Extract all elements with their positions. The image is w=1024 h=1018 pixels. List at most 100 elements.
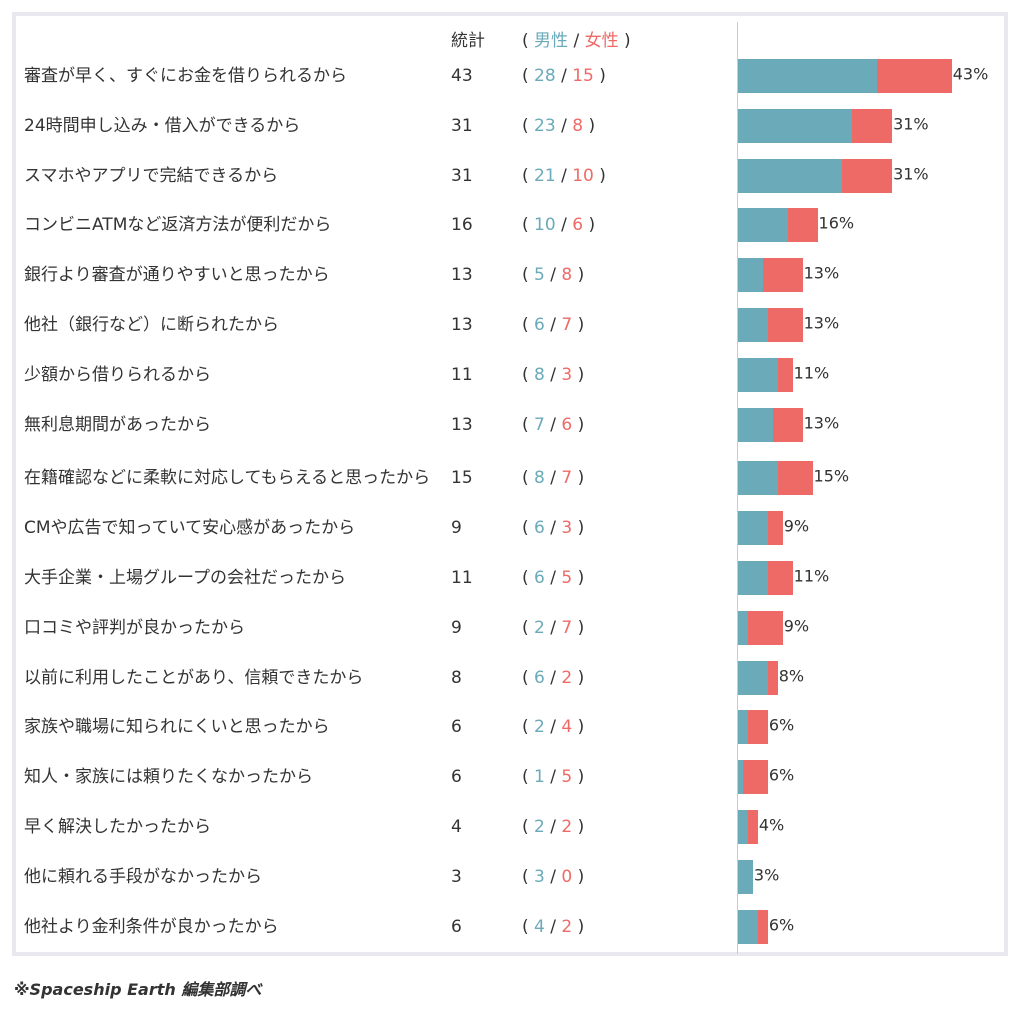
total-value: 31	[451, 115, 473, 136]
open-paren: (	[522, 265, 529, 286]
category-label: 他社（銀行など）に断られたから	[24, 315, 279, 335]
open-paren: (	[522, 518, 529, 539]
category-label: コンビニATMなど返済方法が便利だから	[24, 215, 332, 236]
category-label: 在籍確認などに柔軟に対応してもらえると思ったから	[24, 468, 431, 489]
female-value: 2	[561, 916, 573, 937]
male-value: 8	[534, 364, 545, 385]
chart-row: 銀行より審査が通りやすいと思ったから 13 ( 5 / 8 ) 13%	[0, 255, 1024, 295]
male-value: 1	[534, 767, 545, 788]
female-value: 0	[561, 866, 573, 887]
gender-split: ( 4 / 2 )	[522, 917, 584, 937]
slash: /	[544, 468, 562, 489]
female-value: 15	[572, 66, 594, 86]
male-bar	[738, 511, 768, 546]
category-label: 24時間申し込み・借入ができるから	[24, 115, 301, 136]
open-paren: (	[522, 667, 529, 688]
male-bar	[738, 660, 768, 695]
female-value: 5	[561, 767, 573, 788]
percent-label: 8%	[778, 666, 805, 686]
gender-split: ( 2 / 2 )	[522, 817, 584, 837]
gender-split: ( 2 / 4 )	[522, 717, 584, 737]
female-value: 3	[561, 518, 573, 539]
female-bar	[777, 461, 813, 496]
female-value: 10	[572, 165, 594, 186]
female-bar	[747, 810, 758, 844]
gender-split: ( 6 / 3 )	[522, 518, 584, 538]
male-bar	[738, 909, 758, 944]
gender-split: ( 7 / 6 )	[522, 415, 584, 435]
category-label: スマホやアプリで完結できるから	[24, 165, 279, 186]
female-value: 4	[561, 717, 573, 738]
female-value: 6	[572, 215, 584, 236]
total-value: 13	[451, 414, 473, 435]
slash: /	[544, 667, 562, 688]
chart-row: 他に頼れる手段がなかったから 3( 3 / 0 ) 3%	[0, 857, 1024, 897]
close-paren: )	[577, 916, 585, 937]
male-value: 3	[534, 866, 545, 887]
gender-split: ( 23 / 8 )	[522, 116, 595, 136]
open-paren: (	[522, 66, 529, 86]
category-label: 早く解決したかったから	[24, 817, 211, 837]
open-paren: (	[522, 115, 529, 136]
total-value: 31	[451, 165, 473, 186]
header-close-paren: )	[624, 31, 631, 51]
total-value: 9	[451, 518, 462, 539]
chart-row: CMや広告で知っていて安心感があったから 9 ( 6 / 3 ) 9%	[0, 508, 1024, 548]
slash: /	[544, 315, 562, 335]
female-value: 8	[572, 115, 584, 136]
female-bar	[772, 407, 803, 442]
gender-split: ( 28 / 15 )	[522, 66, 606, 86]
female-value: 2	[561, 667, 573, 688]
category-label: 他社より金利条件が良かったから	[24, 916, 279, 937]
close-paren: )	[577, 866, 585, 887]
male-value: 23	[534, 115, 556, 136]
total-value: 6	[451, 916, 462, 937]
category-label: 少額から借りられるから	[24, 364, 211, 385]
percent-label: 4%	[758, 815, 785, 835]
male-bar	[738, 158, 843, 193]
female-value: 7	[561, 617, 573, 638]
percent-label: 6%	[768, 915, 795, 935]
male-bar	[738, 461, 778, 496]
slash: /	[544, 866, 562, 887]
percent-label: 31%	[893, 114, 929, 134]
male-value: 2	[534, 717, 545, 738]
chart-row: 在籍確認などに柔軟に対応してもらえると思ったから 15 ( 8 / 7 ) 15%	[0, 458, 1024, 498]
category-label: 口コミや評判が良かったから	[24, 617, 245, 638]
open-paren: (	[522, 866, 529, 887]
total-value: 43	[451, 66, 473, 86]
male-bar	[738, 108, 853, 143]
slash: /	[544, 568, 562, 588]
percent-label: 11%	[793, 566, 830, 586]
male-bar	[738, 308, 768, 342]
male-value: 28	[534, 66, 556, 86]
female-bar	[852, 108, 893, 143]
slash: /	[544, 414, 562, 435]
male-value: 4	[534, 916, 545, 937]
total-value: 9	[451, 617, 462, 638]
close-paren: )	[577, 315, 585, 335]
female-bar	[767, 308, 803, 342]
slash: /	[544, 265, 562, 286]
female-bar	[877, 59, 952, 93]
chart-row: 24時間申し込み・借入ができるから 31 ( 23 / 8 ) 31%	[0, 106, 1024, 146]
chart-row: スマホやアプリで完結できるから 31 ( 21 / 10 ) 31%	[0, 156, 1024, 196]
female-bar	[757, 909, 768, 944]
female-value: 7	[561, 315, 573, 335]
chart-row: 無利息期間があったから 13 ( 7 / 6 ) 13%	[0, 405, 1024, 445]
slash: /	[555, 66, 573, 86]
male-bar	[738, 760, 743, 795]
female-value: 3	[561, 364, 573, 385]
female-value: 6	[561, 414, 573, 435]
open-paren: (	[522, 414, 529, 435]
total-value: 6	[451, 717, 462, 738]
open-paren: (	[522, 916, 529, 937]
percent-label: 13%	[803, 413, 840, 433]
gender-split: ( 5 / 8 )	[522, 265, 584, 285]
close-paren: )	[588, 115, 596, 136]
female-bar	[842, 158, 893, 193]
slash: /	[544, 717, 562, 738]
male-bar	[738, 610, 748, 645]
category-label: 無利息期間があったから	[24, 414, 211, 435]
open-paren: (	[522, 767, 529, 788]
